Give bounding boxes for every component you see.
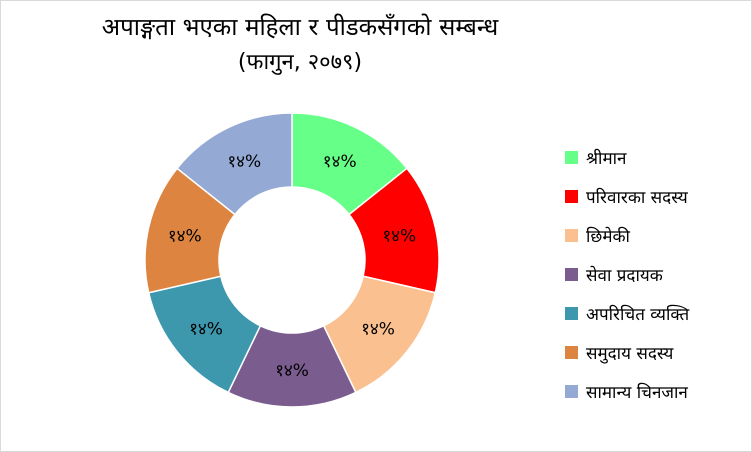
legend-swatch	[565, 229, 578, 242]
donut-slice	[176, 112, 293, 216]
legend-item: छिमेकी	[565, 216, 689, 255]
legend: श्रीमान परिवारका सदस्य छिमेकी सेवा प्रदायक अ…	[565, 138, 689, 411]
chart-title: अपाङ्गता भएका महिला र पीडकसँगको सम्बन्ध	[101, 13, 499, 41]
legend-swatch	[565, 268, 578, 281]
slice-data-label: १४%	[361, 320, 395, 340]
legend-label: परिवारका सदस्य	[586, 188, 688, 208]
legend-label: सामान्य चिनजान	[586, 383, 688, 403]
chart-subtitle: (फागुन, २०७९)	[237, 50, 363, 75]
legend-item: परिवारका सदस्य	[565, 177, 689, 216]
slice-data-label: १४%	[168, 227, 202, 247]
legend-label: सेवा प्रदायक	[586, 266, 663, 286]
legend-label: अपरिचित व्यक्ति	[586, 305, 690, 325]
legend-swatch	[565, 385, 578, 398]
legend-item: समुदाय सदस्य	[565, 333, 689, 372]
slice-data-label: १४%	[189, 320, 223, 340]
legend-swatch	[565, 346, 578, 359]
legend-item: श्रीमान	[565, 138, 689, 177]
slice-data-label: १४%	[275, 361, 309, 381]
slice-data-label: १४%	[382, 227, 416, 247]
legend-label: छिमेकी	[586, 227, 630, 247]
legend-swatch	[565, 307, 578, 320]
slice-data-label: १४%	[227, 152, 261, 172]
slice-data-label: १४%	[323, 152, 357, 172]
legend-item: सेवा प्रदायक	[565, 255, 689, 294]
legend-label: श्रीमान	[586, 149, 627, 169]
legend-label: समुदाय सदस्य	[586, 344, 674, 364]
legend-item: सामान्य चिनजान	[565, 372, 689, 411]
legend-swatch	[565, 190, 578, 203]
legend-item: अपरिचित व्यक्ति	[565, 294, 689, 333]
legend-swatch	[565, 151, 578, 164]
